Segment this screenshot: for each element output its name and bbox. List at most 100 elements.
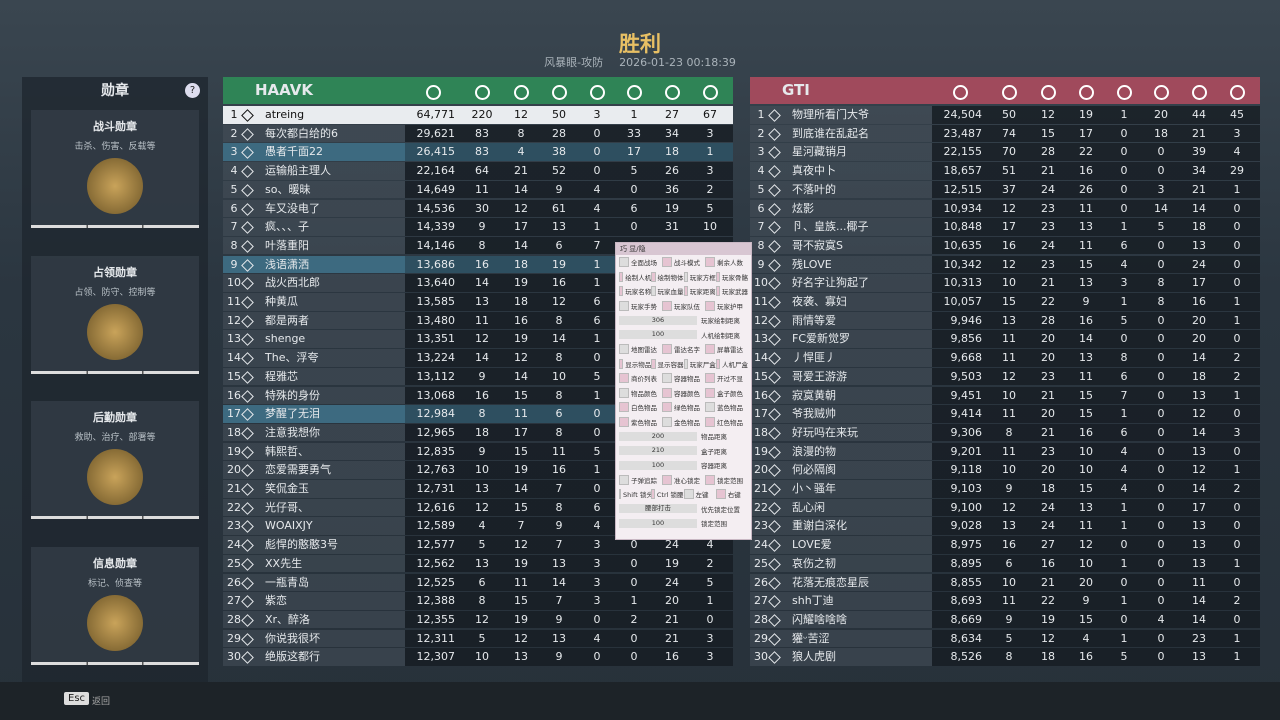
menu-option[interactable]: 剩余人数 bbox=[705, 257, 748, 268]
menu-option[interactable]: 右键 bbox=[715, 489, 748, 500]
menu-option[interactable]: 锁定范围 bbox=[705, 474, 748, 485]
checkbox[interactable] bbox=[662, 474, 672, 485]
checkbox[interactable] bbox=[705, 257, 715, 268]
menu-option[interactable]: 开过不显 bbox=[705, 373, 748, 384]
checkbox[interactable] bbox=[662, 373, 672, 384]
menu-option[interactable]: 人机尸盒 bbox=[715, 358, 748, 369]
stat: 1 bbox=[593, 332, 601, 346]
menu-option[interactable]: 物品颜色 bbox=[619, 387, 662, 398]
menu-option[interactable]: 地图雷达 bbox=[619, 344, 662, 355]
checkbox[interactable] bbox=[705, 344, 715, 355]
checkbox[interactable] bbox=[619, 474, 629, 485]
checkbox[interactable] bbox=[619, 344, 629, 355]
checkbox[interactable] bbox=[651, 271, 656, 282]
menu-option[interactable]: 全面战场 bbox=[619, 257, 662, 268]
checkbox[interactable] bbox=[619, 489, 621, 500]
checkbox[interactable] bbox=[683, 271, 688, 282]
checkbox[interactable] bbox=[619, 402, 629, 413]
menu-option[interactable]: 显示容器 bbox=[651, 358, 684, 369]
checkbox[interactable] bbox=[662, 344, 672, 355]
menu-option[interactable]: 子弹追踪 bbox=[619, 474, 662, 485]
score: 8,634 bbox=[950, 631, 983, 645]
checkbox[interactable] bbox=[705, 387, 715, 398]
stat: 8 bbox=[478, 407, 486, 421]
menu-option[interactable]: Shift 锁头 bbox=[619, 489, 651, 500]
menu-option[interactable]: 玩家队伍 bbox=[662, 300, 705, 311]
menu-option[interactable]: 玩家距离 bbox=[683, 286, 716, 297]
menu-option[interactable]: 左键 bbox=[683, 489, 716, 500]
menu-option[interactable]: 绘制物体 bbox=[651, 271, 684, 282]
menu-slider[interactable]: 腰部打击 bbox=[619, 504, 697, 514]
menu-option[interactable]: 容器颜色 bbox=[662, 387, 705, 398]
checkbox[interactable] bbox=[619, 271, 624, 282]
menu-option[interactable]: 紫色物品 bbox=[619, 416, 662, 427]
menu-slider[interactable]: 306 bbox=[619, 315, 697, 325]
menu-option[interactable]: 屏幕雷达 bbox=[705, 344, 748, 355]
checkbox[interactable] bbox=[715, 358, 720, 369]
menu-option[interactable]: 玩家血量 bbox=[651, 286, 684, 297]
checkbox[interactable] bbox=[662, 416, 672, 427]
stat: 4 bbox=[593, 201, 601, 215]
checkbox[interactable] bbox=[662, 257, 672, 268]
checkbox[interactable] bbox=[705, 474, 715, 485]
menu-slider[interactable]: 210 bbox=[619, 446, 697, 456]
checkbox[interactable] bbox=[683, 286, 688, 297]
checkbox[interactable] bbox=[619, 358, 624, 369]
menu-slider[interactable]: 200 bbox=[619, 431, 697, 441]
checkbox[interactable] bbox=[619, 300, 629, 311]
checkbox[interactable] bbox=[715, 489, 726, 500]
menu-option[interactable]: 玩家武器 bbox=[715, 286, 748, 297]
menu-option[interactable]: 玩家方框 bbox=[683, 271, 716, 282]
player-name: 丿悍匪丿 bbox=[792, 351, 836, 365]
back-label[interactable]: 返回 bbox=[92, 697, 111, 707]
menu-option[interactable]: 玩家手势 bbox=[619, 300, 662, 311]
menu-title[interactable]: 巧 显/隐 bbox=[616, 243, 751, 255]
checkbox[interactable] bbox=[683, 489, 694, 500]
checkbox[interactable] bbox=[619, 286, 624, 297]
checkbox[interactable] bbox=[619, 257, 629, 268]
checkbox[interactable] bbox=[705, 416, 715, 427]
menu-option[interactable]: 战斗模式 bbox=[662, 257, 705, 268]
medal-title: 勋章 bbox=[101, 83, 129, 99]
menu-option[interactable]: 蓝色物品 bbox=[705, 402, 748, 413]
checkbox[interactable] bbox=[715, 271, 720, 282]
menu-option[interactable]: 红色物品 bbox=[705, 416, 748, 427]
checkbox[interactable] bbox=[705, 300, 715, 311]
menu-option[interactable]: 盒子颜色 bbox=[705, 387, 748, 398]
checkbox[interactable] bbox=[705, 373, 715, 384]
menu-row: 物品颜色 容器颜色 盒子颜色 bbox=[616, 386, 751, 401]
menu-option[interactable]: 商价列表 bbox=[619, 373, 662, 384]
checkbox[interactable] bbox=[651, 489, 655, 500]
help-button[interactable]: ? bbox=[185, 83, 200, 98]
menu-option[interactable]: 绘制人机 bbox=[619, 271, 651, 282]
menu-slider[interactable]: 100 bbox=[619, 330, 697, 340]
checkbox[interactable] bbox=[651, 358, 656, 369]
checkbox[interactable] bbox=[683, 358, 688, 369]
menu-option[interactable]: 玩家骨骼 bbox=[715, 271, 748, 282]
checkbox[interactable] bbox=[715, 286, 720, 297]
menu-option[interactable]: 雷达名字 bbox=[662, 344, 705, 355]
column-icon bbox=[1230, 85, 1245, 100]
menu-option[interactable]: 白色物品 bbox=[619, 402, 662, 413]
menu-option[interactable]: Ctrl 锁腰 bbox=[651, 489, 684, 500]
checkbox[interactable] bbox=[662, 402, 672, 413]
checkbox[interactable] bbox=[705, 402, 715, 413]
menu-option[interactable]: 玩家护甲 bbox=[705, 300, 748, 311]
checkbox[interactable] bbox=[662, 300, 672, 311]
menu-option[interactable]: 玩家尸盒 bbox=[683, 358, 716, 369]
checkbox[interactable] bbox=[619, 416, 629, 427]
menu-option[interactable]: 准心锁定 bbox=[662, 474, 705, 485]
checkbox[interactable] bbox=[619, 373, 629, 384]
menu-option[interactable]: 绿色物品 bbox=[662, 402, 705, 413]
menu-option[interactable]: 金色物品 bbox=[662, 416, 705, 427]
esc-key[interactable]: Esc bbox=[64, 692, 90, 705]
rank: 17 bbox=[227, 407, 241, 421]
checkbox[interactable] bbox=[662, 387, 672, 398]
menu-option[interactable]: 容器物品 bbox=[662, 373, 705, 384]
menu-slider[interactable]: 100 bbox=[619, 460, 697, 470]
menu-option[interactable]: 玩家名称 bbox=[619, 286, 651, 297]
menu-option[interactable]: 显示物品 bbox=[619, 358, 651, 369]
menu-slider[interactable]: 100 bbox=[619, 518, 697, 528]
checkbox[interactable] bbox=[619, 387, 629, 398]
checkbox[interactable] bbox=[651, 286, 656, 297]
